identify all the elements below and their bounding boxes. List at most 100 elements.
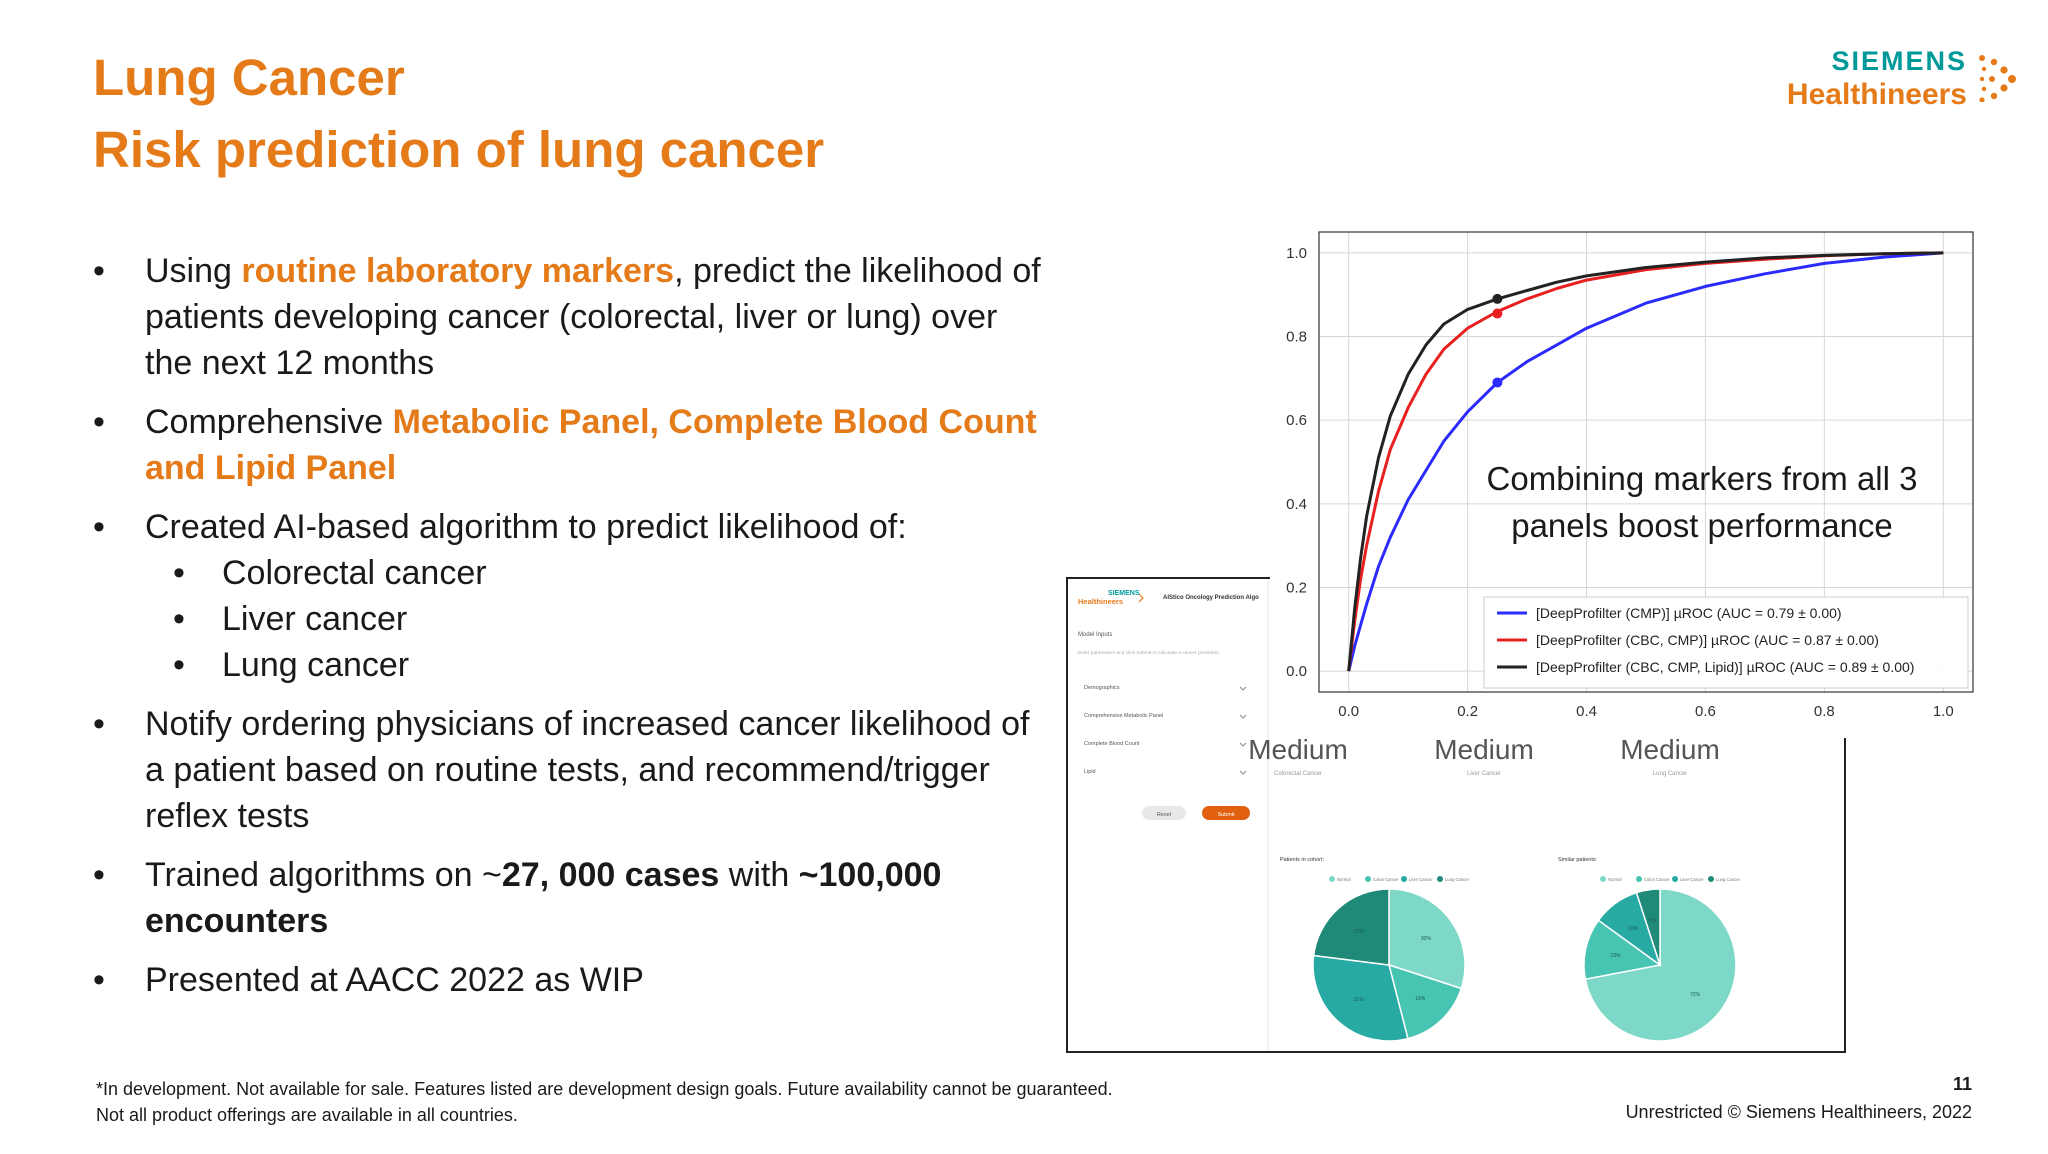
operating-point-1 <box>1492 377 1503 388</box>
pie-slice-value: 72% <box>1690 992 1701 998</box>
sub-bullet-lung: Lung cancer <box>93 642 1053 688</box>
pie2-title: Similar patients: <box>1558 857 1598 863</box>
chevron-down-icon <box>1239 742 1247 747</box>
y-tick-label: 0.0 <box>1286 663 1307 680</box>
page-subtitle: Risk prediction of lung cancer <box>93 121 825 178</box>
highlight-routine-markers: routine laboratory markers <box>241 252 675 290</box>
page-number: 11 <box>1952 1074 1972 1094</box>
result-lung-level: Medium <box>1620 734 1720 765</box>
chevron-right-icon <box>1138 593 1144 603</box>
roc-chart: 0.0 0.2 0.4 0.6 0.8 1.0 0.0 0.2 0.4 0.6 0.8 1.0 Com… <box>1270 228 2010 738</box>
reset-button[interactable]: Reset <box>1142 806 1186 820</box>
chart-annotation-line1: Combining markers from all 3 <box>1487 460 1918 497</box>
pie-chart-similar: 72% 13% 10% 5% <box>1583 888 1737 1042</box>
pie-slice-colon-cancer <box>1583 919 1662 981</box>
bullet-panels: Comprehensive Metabolic Panel, Complete … <box>93 399 1053 491</box>
x-tick-label: 0.4 <box>1576 703 1597 720</box>
legend-label: [DeepProfilter (CBC, CMP, Lipid)] µROC (… <box>1536 659 1914 675</box>
bullet-list: Using routine laboratory markers, predic… <box>93 248 1053 1016</box>
legend-dot <box>1329 876 1335 882</box>
result-colorectal-level: Medium <box>1248 734 1348 765</box>
submit-button[interactable]: Submit <box>1202 806 1250 820</box>
chevron-down-icon <box>1239 770 1247 775</box>
legend-dot <box>1672 876 1678 882</box>
chevron-down-icon <box>1239 686 1247 691</box>
disclaimer: *In development. Not available for sale.… <box>96 1076 1113 1128</box>
copyright: Unrestricted © Siemens Healthineers, 202… <box>1625 1102 1972 1122</box>
app-screenshot-canvas: SIEMENS Healthineers AIStico Oncology Pr… <box>1078 579 1741 1051</box>
model-inputs-label: Model Inputs <box>1078 632 1112 638</box>
pie-slice-value: 13% <box>1610 953 1621 959</box>
pie-slice-lung-cancer <box>1635 888 1661 966</box>
pie-chart-cohort: 30% 16% 31% 23% <box>1312 888 1466 1042</box>
chart-legend <box>1483 596 1969 689</box>
instructions-text: Enter parameters and click Submit to cal… <box>1078 650 1219 656</box>
pie-slice-value: 16% <box>1415 996 1426 1002</box>
pie1-title: Patients in cohort: <box>1280 857 1324 863</box>
pie-slice-liver-cancer <box>1312 954 1409 1042</box>
sub-bullet-liver: Liver cancer <box>93 596 1053 642</box>
bullet-training: Trained algorithms on ~27, 000 cases wit… <box>93 852 1053 944</box>
disclaimer-line1: *In development. Not available for sale.… <box>96 1079 1113 1099</box>
legend-label: Liver Cancer <box>1680 877 1704 882</box>
x-tick-label: 0.8 <box>1814 703 1835 720</box>
legend-label: Lung Cancer <box>1445 877 1470 882</box>
legend-dot <box>1365 876 1371 882</box>
legend-label: [DeepProfilter (CBC, CMP)] µROC (AUC = 0… <box>1536 632 1879 648</box>
section-lipid[interactable]: Lipid <box>1084 769 1247 775</box>
siemens-healthineers-logo: SIEMENS Healthineers <box>1740 42 2020 112</box>
sub-bullet-colorectal: Colorectal cancer <box>93 550 1053 596</box>
app-logo-siemens: SIEMENS <box>1108 590 1140 597</box>
legend-label: Lung Cancer <box>1716 877 1741 882</box>
pie-slice-value: 23% <box>1354 929 1365 935</box>
pie1-legend: Normal Colon Cancer Liver Cancer Lung Cance… <box>1329 876 1470 882</box>
pie-slice-value: 5% <box>1649 918 1657 924</box>
legend-dot <box>1708 876 1714 882</box>
bold-encounters: ~100,000 encounters <box>145 856 942 940</box>
section-label: Complete Blood Count <box>1084 741 1140 747</box>
section-demographics[interactable]: Demographics <box>1084 685 1247 691</box>
x-tick-label: 0.2 <box>1457 703 1478 720</box>
operating-point-3 <box>1492 293 1503 304</box>
highlight-panels: Metabolic Panel, Complete Blood Count an… <box>145 403 1037 487</box>
roc-curve-3 <box>1347 251 1944 672</box>
bullet-algorithm: Created AI-based algorithm to predict li… <box>93 504 1053 550</box>
result-liver-level: Medium <box>1434 734 1534 765</box>
pie-slice-normal <box>1388 888 1466 990</box>
roc-curve-1 <box>1347 251 1944 672</box>
operating-point-2 <box>1492 308 1503 319</box>
disclaimer-line2: Not all product offerings are available … <box>96 1105 518 1125</box>
bullet-notify: Notify ordering physicians of increased … <box>93 701 1053 839</box>
app-title: AIStico Oncology Prediction Algo <box>1163 595 1259 601</box>
bullet-routine-markers: Using routine laboratory markers, predic… <box>93 248 1053 386</box>
legend-dot <box>1437 876 1443 882</box>
section-label: Demographics <box>1084 685 1120 691</box>
section-label: Lipid <box>1084 769 1096 775</box>
chart-ticks: 0.0 0.2 0.4 0.6 0.8 1.0 0.0 0.2 0.4 0.6 0.8 1.0 <box>1286 245 1954 720</box>
legend-label: Normal <box>1608 877 1622 882</box>
legend-label: Colon Cancer <box>1644 877 1670 882</box>
logo-text-siemens: SIEMENS <box>1831 46 1967 76</box>
legend-label: Colon Cancer <box>1373 877 1399 882</box>
bullet-aacc: Presented at AACC 2022 as WIP <box>93 957 1053 1003</box>
x-tick-label: 1.0 <box>1933 703 1954 720</box>
plot-frame <box>1318 231 1974 693</box>
reset-label: Reset <box>1157 812 1172 818</box>
legend-entries: [DeepProfilter (CMP)] µROC (AUC = 0.79 ±… <box>1497 605 1914 675</box>
legend-dot <box>1401 876 1407 882</box>
x-tick-label: 0.0 <box>1338 703 1359 720</box>
section-metabolic-panel[interactable]: Comprehensive Metabolic Panel <box>1084 713 1247 719</box>
pie-slice-value: 31% <box>1354 997 1365 1003</box>
section-blood-count[interactable]: Complete Blood Count <box>1084 741 1247 747</box>
bold-cases: 27, 000 cases <box>501 856 720 894</box>
pie-slice-colon-cancer <box>1387 963 1463 1040</box>
result-liver-label: Liver Cancer <box>1467 771 1501 777</box>
y-tick-label: 1.0 <box>1286 245 1307 262</box>
pie-slice-value: 30% <box>1421 936 1432 942</box>
submit-label: Submit <box>1217 812 1235 818</box>
legend-dot <box>1636 876 1642 882</box>
result-lung-label: Lung Cancer <box>1653 771 1687 777</box>
legend-label: [DeepProfilter (CMP)] µROC (AUC = 0.79 ±… <box>1536 605 1842 621</box>
app-logo-healthineers: Healthineers <box>1078 597 1123 606</box>
pie-slice-lung-cancer <box>1312 888 1390 966</box>
